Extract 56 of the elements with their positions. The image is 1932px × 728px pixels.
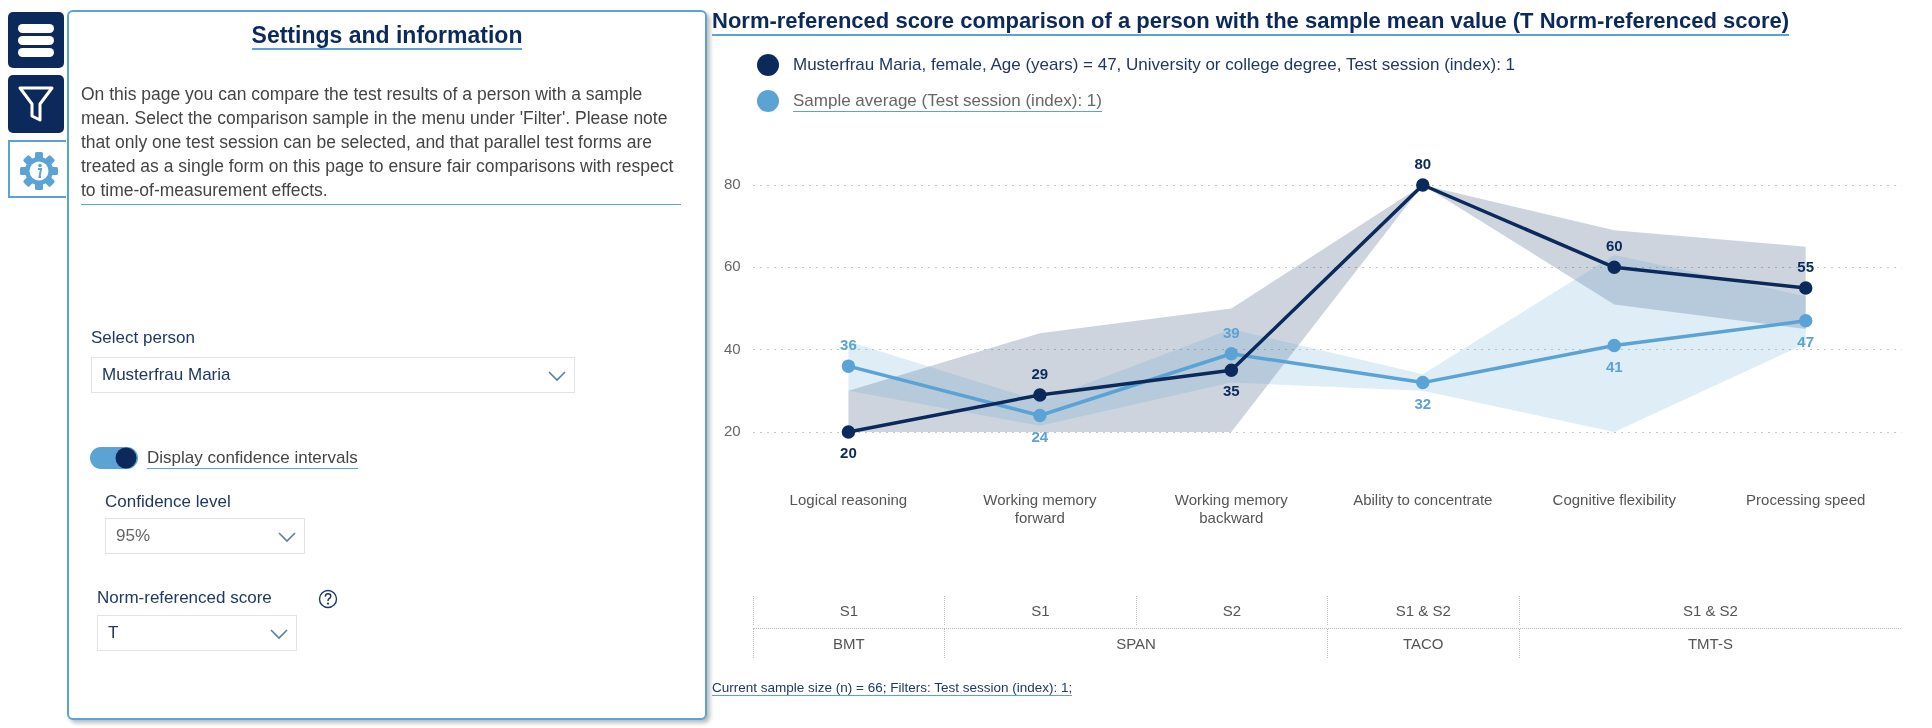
y-tick-label: 20 [724,422,741,440]
text: On this page you can compare the test results of a person with a sample mean. Select the comparison sample in the menu under 'Filter'. Please note that only one test session can be selected, and that parallel test forms are treated as a single form on this page to ensure fair comparisons with respect to time-of-measurement effects. [81,82,681,205]
x-tick-label: Cognitive flexibility [1552,491,1677,509]
point [1798,281,1813,295]
legend-label: Sample average (Test session (index): 1) [793,90,1102,112]
dropdown: 95% [105,518,305,554]
point [1033,408,1047,423]
text: SPAN [944,629,1328,658]
x-tick-label: Working memory backward [1174,491,1289,527]
text: Confidence level [105,492,231,512]
text: S1 & S2 [1327,596,1519,625]
data-label: 80 [1414,155,1432,173]
text: BMT [752,629,945,658]
text: S1 & S2 [1518,596,1902,625]
text: TACO [1327,629,1519,658]
text: Current sample size (n) = 66; Filters: Test session (index): 1; [712,680,1073,696]
x-tick-label: Ability to concentrate [1353,491,1493,509]
data-label: 35 [1222,382,1240,400]
chart-title: Norm-referenced score comparison of a person with the sample mean value (T Norm-referenced score) [712,8,1790,36]
legend-label: Musterfrau Maria, female, Age (years) = 47, University or college degree, Test session (index): 1 [793,55,1516,75]
y-tick-label: 60 [724,257,741,275]
text: TMT-S [1518,629,1902,658]
point [1224,363,1239,377]
y-tick-label: 40 [724,339,741,357]
data-label: 47 [1797,332,1815,350]
point [1224,347,1239,361]
text: S1 [944,596,1136,625]
text: S1 [752,596,945,625]
data-label: 29 [1031,365,1049,383]
point [1607,338,1621,353]
x-tick-label: Processing speed [1746,491,1866,509]
y-tick-label: 80 [724,175,741,193]
data-label: 39 [1222,323,1240,341]
point [1798,314,1813,328]
x-tick-label: Logical reasoning [789,491,908,509]
text: Norm-referenced score [97,588,272,608]
point [841,425,856,439]
dropdown: T [97,615,297,651]
point [1416,178,1430,192]
point [1607,260,1621,275]
data-label: 41 [1605,357,1623,375]
dropdown: Musterfrau Maria [91,357,575,393]
data-label: 60 [1605,237,1623,255]
data-label: 20 [840,444,857,462]
text: Select person [91,328,195,348]
data-label: 55 [1797,258,1815,276]
data-label: 24 [1031,427,1049,445]
text: Display confidence intervals [147,448,358,469]
point [1033,388,1047,402]
data-label: 32 [1414,394,1432,412]
text: Settings and information [251,22,523,50]
data-label: 36 [840,336,857,354]
x-tick-label: Working memory forward [983,491,1097,527]
text: S2 [1135,596,1328,625]
point [1416,375,1430,390]
point [841,359,856,373]
